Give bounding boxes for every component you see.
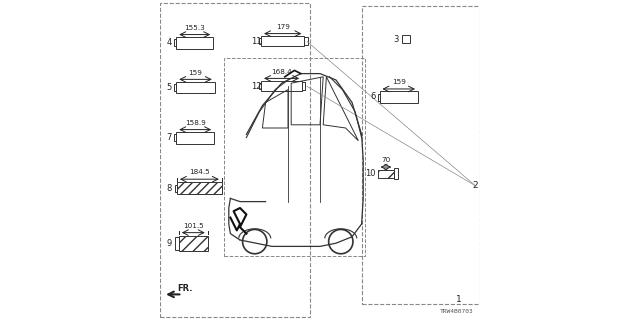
Bar: [174, 39, 177, 46]
Bar: [394, 168, 398, 179]
Text: 8: 8: [166, 184, 172, 193]
Bar: [259, 83, 261, 89]
Bar: [259, 38, 261, 44]
Bar: [261, 81, 302, 91]
Text: 11: 11: [251, 37, 261, 46]
Bar: [402, 35, 410, 43]
Bar: [378, 94, 380, 101]
Text: 5: 5: [166, 83, 172, 92]
Bar: [160, 3, 310, 317]
Text: 9: 9: [166, 239, 172, 248]
Text: 2: 2: [472, 181, 478, 190]
Text: 158.9: 158.9: [185, 120, 205, 126]
Text: 6: 6: [370, 92, 376, 101]
Bar: [174, 84, 177, 91]
Bar: [175, 237, 179, 250]
Bar: [179, 236, 207, 251]
Bar: [177, 37, 213, 49]
Bar: [177, 82, 215, 93]
Bar: [177, 182, 222, 194]
Text: 184.5: 184.5: [189, 169, 210, 175]
Text: 70: 70: [381, 157, 390, 163]
Text: 179: 179: [276, 24, 290, 30]
Text: FR.: FR.: [178, 284, 193, 293]
Bar: [302, 82, 305, 90]
Bar: [175, 185, 177, 192]
Bar: [378, 170, 394, 178]
Text: 4: 4: [166, 38, 172, 47]
Text: 168.4: 168.4: [271, 68, 292, 75]
Bar: [362, 6, 480, 304]
Bar: [261, 36, 305, 46]
Text: 101.5: 101.5: [183, 223, 204, 229]
Bar: [380, 91, 418, 103]
Text: 159: 159: [392, 79, 406, 85]
Bar: [305, 37, 307, 45]
Text: TRW4B0703: TRW4B0703: [440, 308, 474, 314]
Text: 12: 12: [251, 82, 261, 91]
Text: 3: 3: [394, 35, 399, 44]
Text: 10: 10: [365, 169, 376, 178]
Bar: [174, 134, 177, 141]
Bar: [177, 132, 214, 144]
Text: 159: 159: [189, 69, 202, 76]
Text: 1: 1: [456, 295, 462, 304]
Text: 155.3: 155.3: [184, 25, 205, 31]
Text: 7: 7: [166, 133, 172, 142]
Bar: [224, 58, 365, 256]
